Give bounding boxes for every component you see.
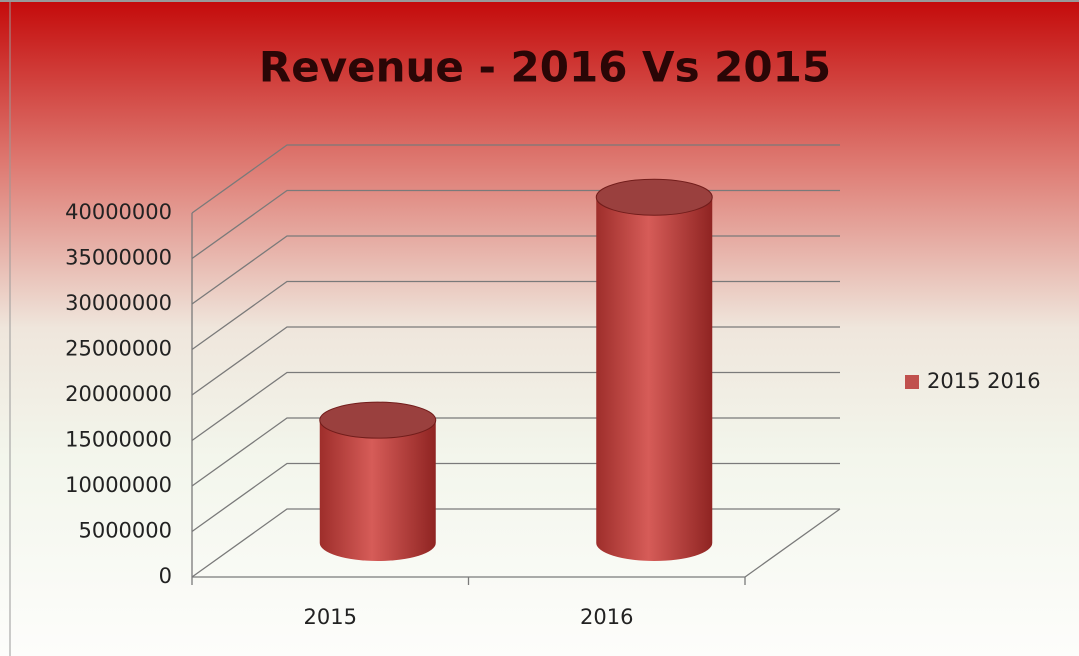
y-tick-label: 10000000 [65,473,172,497]
y-tick-label: 0 [159,564,172,588]
bar-top [595,178,713,216]
y-tick-label: 20000000 [65,382,172,406]
x-tick-label: 2016 [580,605,633,629]
bar [595,178,713,561]
y-tick-label: 35000000 [65,246,172,270]
bar [319,401,437,561]
y-tick-label: 5000000 [78,519,172,543]
y-tick-label: 25000000 [65,337,172,361]
x-tick-label: 2015 [304,605,357,629]
chart-title: Revenue - 2016 Vs 2015 [259,43,831,92]
y-tick-label: 40000000 [65,200,172,224]
bar-body [596,197,713,561]
legend-label: 2015 2016 [927,369,1041,393]
y-tick-label: 15000000 [65,428,172,452]
grid-line [191,144,840,214]
y-tick-label: 30000000 [65,291,172,315]
bar-body [319,420,436,561]
bar-top [319,401,437,439]
legend-swatch [905,375,919,389]
